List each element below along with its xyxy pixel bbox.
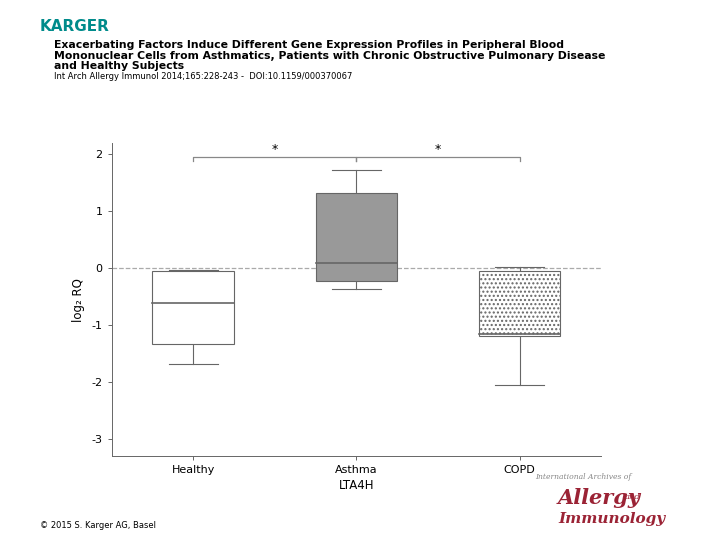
Y-axis label: log₂ RQ: log₂ RQ — [71, 278, 84, 322]
Text: Int Arch Allergy Immunol 2014;165:228-243 -  DOI:10.1159/000370067: Int Arch Allergy Immunol 2014;165:228-24… — [54, 72, 352, 82]
Text: KARGER: KARGER — [40, 19, 109, 34]
Text: Allergy: Allergy — [558, 488, 641, 508]
Text: International Archives of: International Archives of — [535, 472, 631, 481]
Text: *: * — [271, 143, 278, 156]
Bar — [479, 271, 560, 335]
Text: Exacerbating Factors Induce Different Gene Expression Profiles in Peripheral Blo: Exacerbating Factors Induce Different Ge… — [54, 40, 564, 51]
Text: Mononuclear Cells from Asthmatics, Patients with Chronic Obstructive Pulmonary D: Mononuclear Cells from Asthmatics, Patie… — [54, 51, 606, 61]
Bar — [153, 271, 234, 343]
Text: © 2015 S. Karger AG, Basel: © 2015 S. Karger AG, Basel — [40, 521, 156, 530]
Text: Immunology: Immunology — [558, 512, 665, 526]
Text: and Healthy Subjects: and Healthy Subjects — [54, 61, 184, 71]
Text: *: * — [435, 143, 441, 156]
X-axis label: LTA4H: LTA4H — [338, 480, 374, 492]
Text: and: and — [625, 493, 641, 501]
Bar — [315, 193, 397, 281]
